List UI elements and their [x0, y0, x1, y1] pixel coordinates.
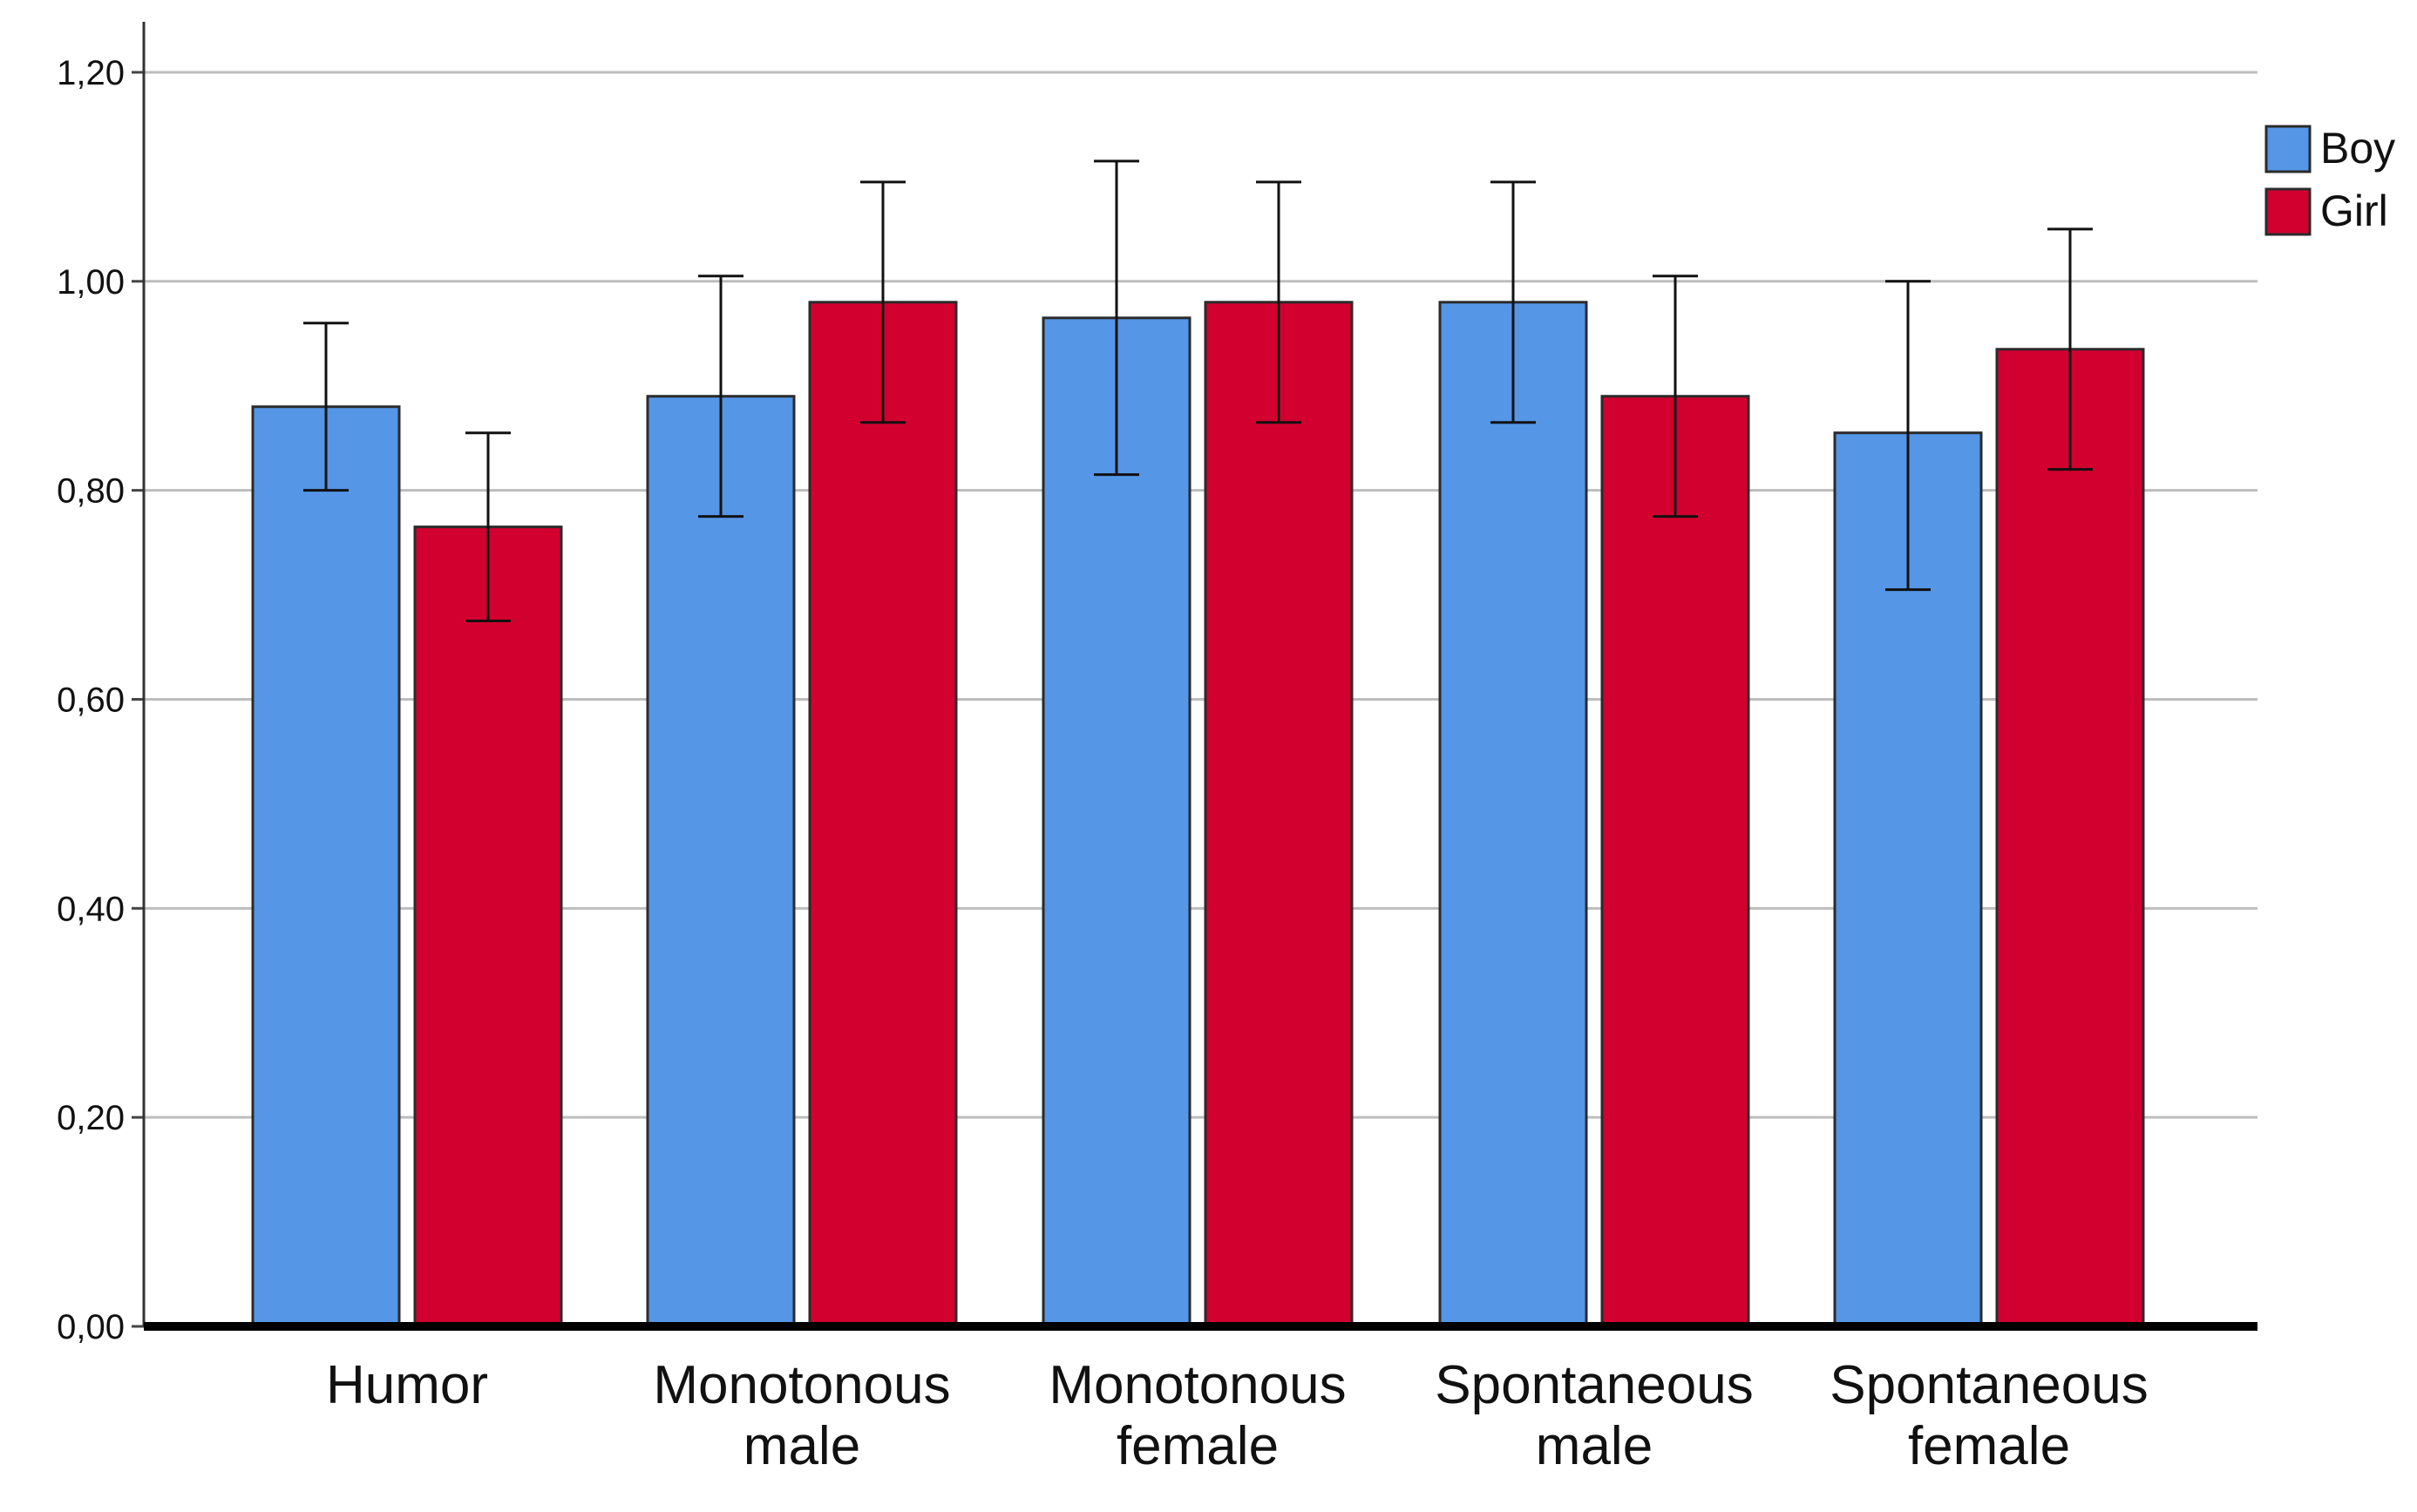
axes	[142, 22, 2257, 1331]
y-tick-label: 0,40	[57, 890, 125, 928]
y-tick-label: 1,00	[57, 263, 125, 302]
x-category-label: Monotonous male	[653, 1355, 950, 1476]
bar-girl	[413, 525, 563, 1328]
y-tick-label: 0,60	[57, 681, 125, 719]
legend-swatch-girl	[2264, 187, 2312, 236]
bar-girl	[1204, 301, 1354, 1328]
y-tick-label: 0,00	[57, 1308, 125, 1346]
legend-label-girl: Girl	[2320, 186, 2388, 235]
y-tick-label: 1,20	[57, 54, 125, 92]
x-category-label: Spontaneous male	[1435, 1355, 1753, 1476]
y-tick-label: 0,20	[57, 1099, 125, 1137]
bar-boy	[251, 405, 401, 1328]
legend-label-boy: Boy	[2320, 124, 2395, 173]
legend-swatch-boy	[2264, 125, 2312, 173]
bar-girl	[1600, 395, 1750, 1328]
bar-boy	[1042, 316, 1192, 1328]
bar-girl	[808, 301, 958, 1328]
x-category-label: Humor	[326, 1355, 488, 1415]
x-category-label: Monotonous female	[1049, 1355, 1346, 1476]
y-tick-label: 0,80	[57, 472, 125, 511]
x-axis-category-labels: Humor Monotonous male Monotonous female Spont…	[326, 1355, 2149, 1476]
bar-boy	[646, 395, 796, 1328]
x-category-label: Spontaneous female	[1830, 1355, 2148, 1476]
bars	[251, 301, 2145, 1328]
error-bars	[303, 159, 2093, 623]
y-axis-ticks: 0,00 0,20 0,40 0,60 0,80 1,00 1,20	[57, 54, 144, 1346]
bar-girl	[1995, 348, 2145, 1328]
legend: Boy Girl	[2264, 124, 2395, 236]
bar-boy	[1438, 301, 1588, 1328]
